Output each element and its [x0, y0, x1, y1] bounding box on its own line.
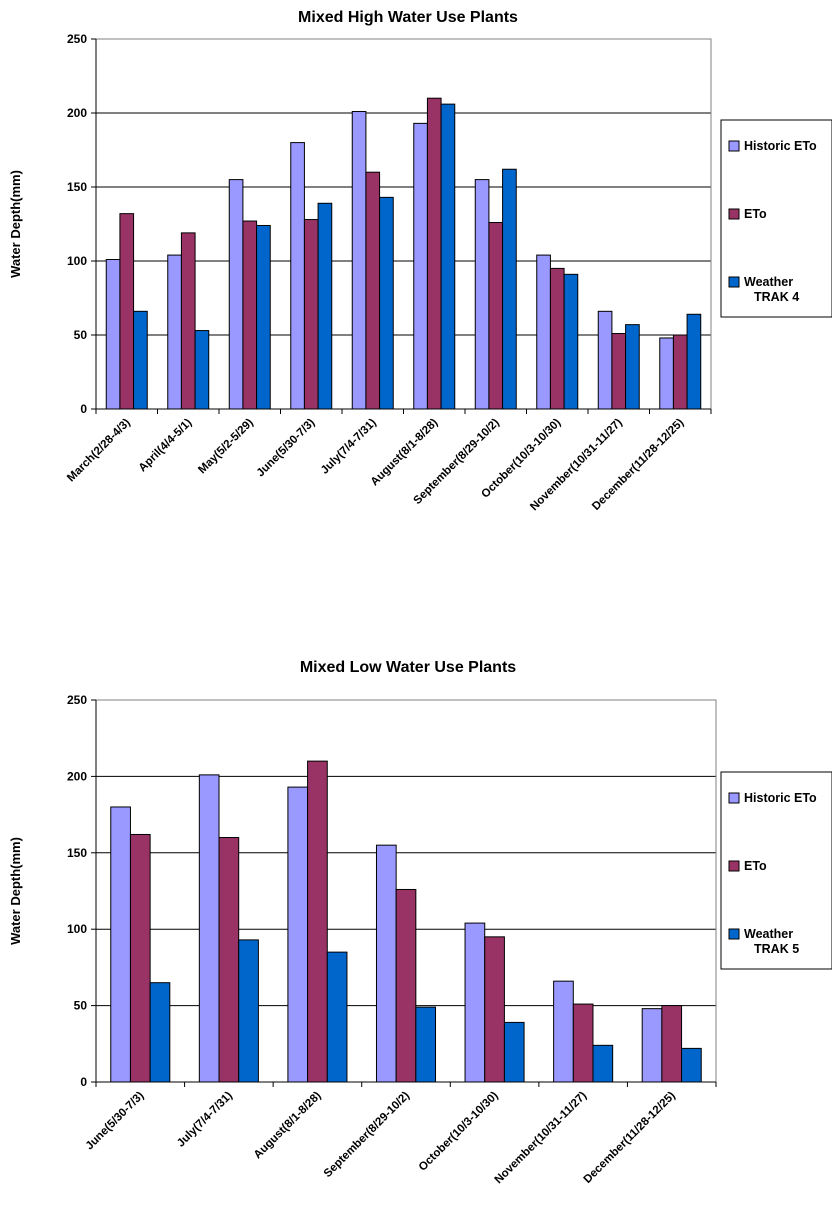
chart-1-y-axis-label: Water Depth(mm): [8, 837, 23, 945]
chart-0-legend-swatch: [728, 140, 740, 152]
chart-0-title: Mixed High Water Use Plants: [298, 9, 518, 26]
chart-0-bar-historic-eto-8: [597, 310, 613, 410]
chart-0-category-label: June(5/30-7/3): [255, 417, 318, 480]
chart-0-bar-historic-eto-1: [167, 254, 182, 410]
chart-1-category-label: July(7/4-7/31): [175, 1090, 235, 1150]
chart-0-bar-historic-eto-3: [290, 142, 305, 410]
chart-1-bar-historic-eto-2: [287, 786, 309, 1083]
chart-0-bar-weather-trak-4-1: [194, 330, 210, 410]
chart-0-bar-weather-trak-4-5: [440, 103, 456, 410]
chart-1-bar-historic-eto-6: [641, 1008, 663, 1083]
chart-1-category-label: October(10/3-10/30): [417, 1090, 501, 1174]
chart-1-legend-swatch: [728, 928, 740, 940]
chart-0-bar-eto-0: [119, 213, 135, 410]
chart-1-category-label: December(11/28-12/25): [582, 1090, 678, 1186]
chart-0-legend-label-cont: TRAK 4: [754, 290, 799, 304]
chart-0-y-tick-label: 100: [67, 254, 87, 268]
chart-1-bar-historic-eto-0: [110, 806, 131, 1083]
chart-0-bar-weather-trak-4-9: [686, 313, 702, 410]
chart-1-title: Mixed Low Water Use Plants: [300, 659, 516, 676]
chart-0-bar-historic-eto-9: [659, 337, 674, 410]
chart-1-legend-label-cont: TRAK 5: [754, 942, 799, 956]
chart-0-bar-weather-trak-4-2: [256, 224, 271, 410]
chart-1-bar-eto-5: [572, 1003, 594, 1083]
chart-1-legend-swatch: [728, 860, 740, 872]
chart-0-y-tick-label: 50: [74, 328, 88, 342]
chart-1-bar-eto-6: [661, 1005, 683, 1083]
chart-low-water-use-svg: Mixed Low Water Use Plants 0 50 100 150 200 25…: [8, 659, 832, 1187]
chart-0-bar-eto-9: [672, 334, 688, 410]
chart-0-bar-historic-eto-0: [105, 259, 121, 410]
chart-0-category-label: July(7/4-7/31): [319, 417, 379, 477]
chart-0-category-label: April(4/4-5/1): [137, 417, 195, 475]
chart-low-water-use: Mixed Low Water Use Plants 0 50 100 150 200 25…: [0, 645, 832, 1205]
chart-0-bar-weather-trak-4-8: [625, 324, 640, 410]
chart-0-bar-eto-4: [365, 171, 381, 410]
chart-1-bar-eto-3: [395, 888, 417, 1083]
chart-0-bar-historic-eto-2: [228, 179, 244, 410]
chart-1-legend-swatch: [728, 792, 740, 804]
chart-1-bar-weather-trak-5-0: [149, 982, 171, 1083]
chart-0-bar-eto-3: [303, 219, 319, 410]
chart-1-bar-eto-2: [307, 760, 328, 1083]
chart-1-bar-historic-eto-4: [464, 922, 486, 1083]
chart-1-y-tick-label: 150: [67, 846, 87, 860]
chart-high-water-use-svg: Mixed High Water Use Plants 0 50 100 150 200 2…: [8, 9, 832, 513]
chart-1-bar-historic-eto-3: [375, 844, 397, 1083]
chart-1-y-tick-label: 250: [67, 693, 87, 707]
chart-1-category-label: September(8/29-10/2): [322, 1090, 412, 1180]
chart-1-bar-weather-trak-5-1: [238, 939, 259, 1083]
chart-1-bar-historic-eto-5: [553, 980, 574, 1083]
chart-0-y-tick-label: 200: [67, 106, 87, 120]
chart-1-y-tick-label: 200: [67, 769, 87, 783]
chart-1-bar-weather-trak-5-3: [415, 1006, 437, 1083]
chart-0-bar-eto-2: [242, 220, 258, 410]
chart-1-bar-eto-1: [218, 837, 240, 1083]
chart-1-bar-historic-eto-1: [198, 774, 220, 1083]
chart-1-bar-eto-4: [484, 936, 505, 1083]
chart-0-bar-weather-trak-4-6: [502, 168, 517, 410]
chart-0-bar-eto-5: [426, 97, 442, 410]
chart-0-legend-swatch: [728, 276, 740, 288]
chart-1-legend-label: Historic ETo: [744, 791, 817, 805]
chart-0-bar-weather-trak-4-4: [379, 196, 394, 410]
chart-0-bar-weather-trak-4-7: [563, 273, 579, 410]
chart-0-bar-weather-trak-4-0: [133, 310, 148, 410]
chart-0-bar-historic-eto-6: [474, 179, 490, 410]
chart-0-legend-label: Historic ETo: [744, 139, 817, 153]
chart-1-legend-label: Weather: [744, 927, 793, 941]
chart-0-bar-eto-6: [488, 222, 504, 410]
chart-1-category-label: June(5/30-7/3): [84, 1090, 147, 1153]
chart-0-legend-label: ETo: [744, 207, 767, 221]
chart-0-bar-eto-8: [611, 333, 627, 410]
chart-0-bar-weather-trak-4-3: [317, 202, 333, 410]
chart-0-category-label: May(5/2-5/29): [196, 417, 256, 477]
chart-1-category-label: November(10/31-11/27): [493, 1090, 590, 1187]
chart-0-category-label: March(2/28-4/3): [65, 417, 133, 485]
chart-1-y-tick-label: 100: [67, 922, 87, 936]
chart-1-y-tick-label: 50: [74, 999, 88, 1013]
chart-0-bar-eto-1: [180, 232, 196, 410]
chart-0-bar-historic-eto-4: [351, 111, 367, 410]
chart-1-legend-label: ETo: [744, 859, 767, 873]
chart-0-bar-historic-eto-7: [536, 254, 551, 410]
chart-1-category-label: August(8/1-8/28): [252, 1090, 324, 1162]
chart-1-bar-weather-trak-5-4: [503, 1021, 525, 1083]
chart-0-category-label: August(8/1-8/28): [369, 417, 441, 489]
chart-0-y-tick-label: 250: [67, 32, 87, 46]
chart-1-y-tick-label: 0: [80, 1075, 87, 1089]
chart-0-bar-eto-7: [549, 267, 565, 410]
chart-0-y-axis-label: Water Depth(mm): [8, 170, 23, 278]
chart-1-bar-weather-trak-5-6: [681, 1047, 702, 1083]
chart-0-legend-swatch: [728, 208, 740, 220]
chart-high-water-use: Mixed High Water Use Plants 0 50 100 150 200 2…: [0, 0, 832, 580]
chart-1-bar-weather-trak-5-2: [326, 951, 348, 1083]
chart-0-bar-historic-eto-5: [413, 122, 428, 410]
chart-0-y-tick-label: 150: [67, 180, 87, 194]
chart-1-bar-eto-0: [129, 833, 151, 1083]
chart-0-legend-label: Weather: [744, 275, 793, 289]
chart-1-bar-weather-trak-5-5: [592, 1044, 614, 1083]
chart-0-y-tick-label: 0: [80, 402, 87, 416]
